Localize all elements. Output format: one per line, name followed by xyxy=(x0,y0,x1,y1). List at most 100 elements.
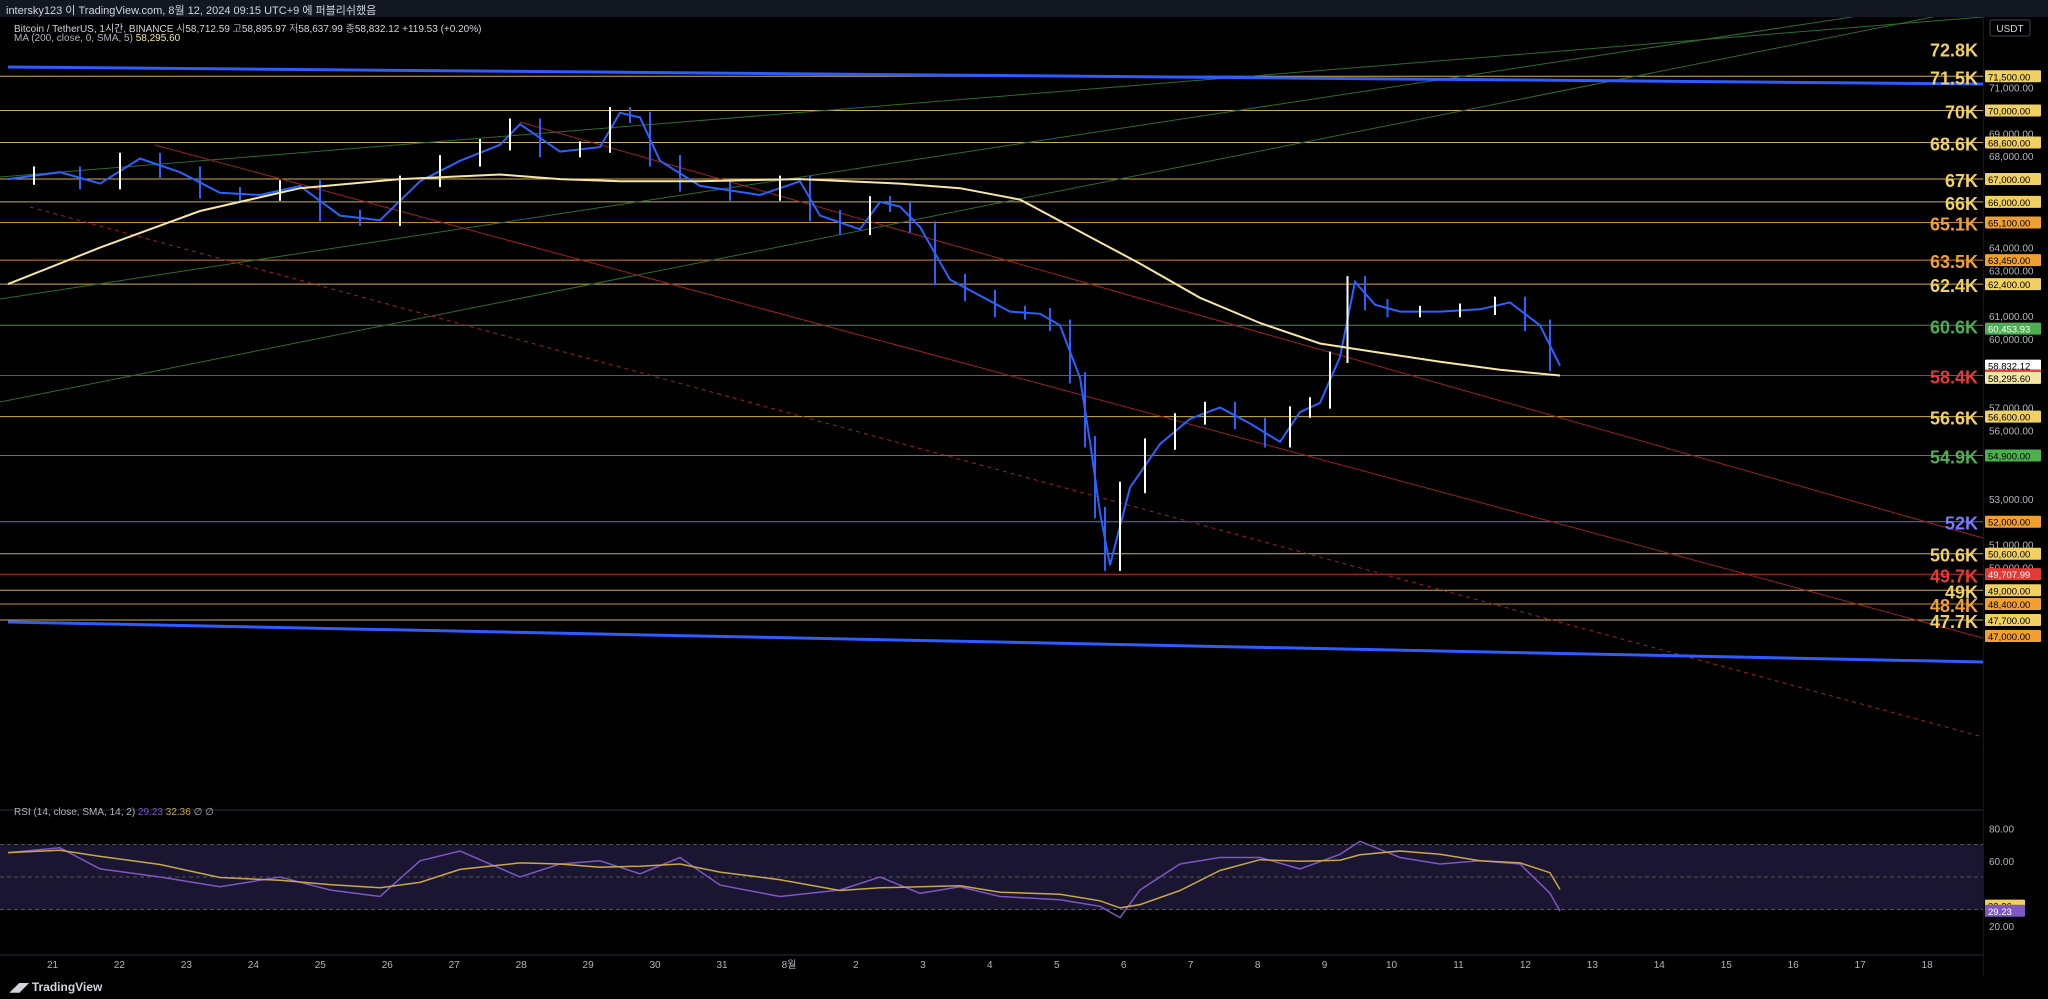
green-channel-line xyxy=(0,17,1855,300)
price-tick: 57,000.00 xyxy=(1989,404,2034,415)
blue-trendline-top xyxy=(7,65,1983,86)
price-badge xyxy=(1985,613,2041,626)
open-value: 58,712.59 xyxy=(185,24,230,35)
level-label: 50.6K xyxy=(1930,546,1978,566)
time-axis-label: 2 xyxy=(853,960,859,971)
time-axis-label: 7 xyxy=(1188,960,1194,971)
price-badge xyxy=(1985,547,2041,560)
level-label: 65.1K xyxy=(1930,214,1978,234)
low-value: 58,637.99 xyxy=(298,24,343,35)
time-axis-label: 17 xyxy=(1855,960,1867,971)
level-label: 54.9K xyxy=(1930,447,1978,467)
price-badge-label: 66,000.00 xyxy=(1988,198,2030,209)
level-label: 48.4K xyxy=(1930,596,1978,616)
price-tick: 61,000.00 xyxy=(1989,312,2034,323)
time-axis-label: 3 xyxy=(920,960,926,971)
symbol-legend[interactable]: Bitcoin / TetherUS, 1시간, BINANCE 시58,712… xyxy=(14,20,481,35)
price-line xyxy=(7,111,1561,566)
rsi-tick: 20.00 xyxy=(1989,922,2014,933)
time-axis-label: 13 xyxy=(1587,960,1599,971)
time-axis-label: 29 xyxy=(583,960,595,971)
time-axis-label: 28 xyxy=(516,960,528,971)
time-axis-label: 10 xyxy=(1386,960,1398,971)
time-axis-label: 5 xyxy=(1054,960,1060,971)
level-label: 63.5K xyxy=(1930,252,1978,272)
price-badge-label: 50,600.00 xyxy=(1988,550,2030,561)
time-axis-label: 25 xyxy=(315,960,327,971)
rsi-ma-value: 32.36 xyxy=(165,807,191,818)
level-label: 72.8K xyxy=(1930,41,1978,61)
tradingview-logo[interactable]: ◢◤ TradingView xyxy=(10,980,102,994)
time-axis-label: 14 xyxy=(1654,960,1666,971)
time-axis-label: 21 xyxy=(47,960,59,971)
time-axis-label: 26 xyxy=(382,960,394,971)
price-tick: 68,000.00 xyxy=(1989,152,2034,163)
price-badge xyxy=(1985,584,2041,597)
tradingview-logo-icon: ◢◤ xyxy=(10,980,29,994)
price-badge-label: 68,600.00 xyxy=(1988,139,2030,150)
time-axis-label: 30 xyxy=(649,960,661,971)
ma-legend[interactable]: MA (200, close, 0, SMA, 5) 58,295.60 xyxy=(14,33,180,44)
close-value: 58,832.12 xyxy=(354,24,400,35)
level-label: 66K xyxy=(1945,194,1978,214)
price-badge xyxy=(1985,359,2041,372)
time-axis-label: 6 xyxy=(1121,960,1127,971)
level-label: 67K xyxy=(1945,171,1978,191)
publish-info: intersky123 이 TradingView.com, 8월 12, 20… xyxy=(6,5,377,17)
price-badge-label: 49,000.00 xyxy=(1988,586,2030,597)
price-badge-label: 48,400.00 xyxy=(1988,600,2030,611)
price-axis-scale[interactable]: USDT 71,000.00 69,000.00 68,000.00 64,000.00… xyxy=(1983,17,2048,975)
price-badge-label: 47,000.00 xyxy=(1988,632,2030,643)
open-label: 시 xyxy=(176,24,186,35)
red-channel-line xyxy=(154,144,1983,639)
price-badge-label: 58,295.60 xyxy=(1988,374,2030,385)
time-axis-label: 23 xyxy=(181,960,193,971)
price-badge xyxy=(1985,449,2041,462)
rsi-badge xyxy=(1985,904,2025,917)
rsi-extra-1: ∅ xyxy=(193,807,203,818)
level-label: 56.6K xyxy=(1930,409,1978,429)
rsi-legend[interactable]: RSI (14, close, SMA, 14, 2) 29.23 32.36 … xyxy=(14,807,214,818)
time-axis-label: 4 xyxy=(987,960,993,971)
low-label: 저 xyxy=(289,24,299,35)
price-badge-label: 65,100.00 xyxy=(1988,218,2030,229)
ma-value: 58,295.60 xyxy=(135,33,181,44)
brand-name: TradingView xyxy=(31,980,103,994)
green-channel-line xyxy=(0,17,1983,178)
blue-trendline-bottom xyxy=(7,620,1983,664)
time-axis-label: 9 xyxy=(1322,960,1328,971)
price-badge xyxy=(1985,371,2041,384)
symbol-name: Bitcoin / TetherUS, 1시간, BINANCE xyxy=(14,24,174,35)
rsi-label: RSI (14, close, SMA, 14, 2) xyxy=(14,807,136,818)
time-axis-label: 31 xyxy=(716,960,728,971)
red-channel-line xyxy=(519,121,1983,539)
level-label: 49K xyxy=(1945,582,1978,602)
rsi-tick: 60.00 xyxy=(1989,857,2014,868)
price-badge xyxy=(1985,278,2041,291)
time-axis-label: 27 xyxy=(449,960,461,971)
price-badge-label: 47,700.00 xyxy=(1988,616,2030,627)
price-badge xyxy=(1985,322,2041,335)
price-badge xyxy=(1985,597,2041,610)
price-badge xyxy=(1985,515,2041,528)
top-bar: intersky123 이 TradingView.com, 8월 12, 20… xyxy=(0,0,2048,17)
time-axis-label: 11 xyxy=(1453,960,1464,971)
price-badge-label: 56,600.00 xyxy=(1988,413,2030,424)
level-label: 47.7K xyxy=(1930,612,1978,632)
price-badge-label: 67,000.00 xyxy=(1988,175,2030,186)
chart-area[interactable]: 72.8K 71.5K 70K 68.6K 67K 66K 65.1K 63.5K 62.4K 6… xyxy=(0,17,1983,975)
level-label: 52K xyxy=(1945,514,1978,534)
price-tick: 53,000.00 xyxy=(1989,495,2034,506)
high-label: 고 xyxy=(232,24,242,35)
currency-button xyxy=(1989,19,2031,37)
footer-bar: ◢◤ TradingView xyxy=(0,975,2048,999)
price-axis[interactable]: USDT 71,000.00 69,000.00 68,000.00 64,000.00… xyxy=(1983,17,2048,975)
price-badge xyxy=(1985,254,2041,267)
price-badge-label: 63,450.00 xyxy=(1988,256,2030,267)
price-badge xyxy=(1985,173,2041,186)
time-axis-label: 22 xyxy=(114,960,126,971)
price-badge xyxy=(1985,216,2041,229)
price-badge xyxy=(1985,629,2041,642)
rsi-extra-2: ∅ xyxy=(205,807,214,818)
